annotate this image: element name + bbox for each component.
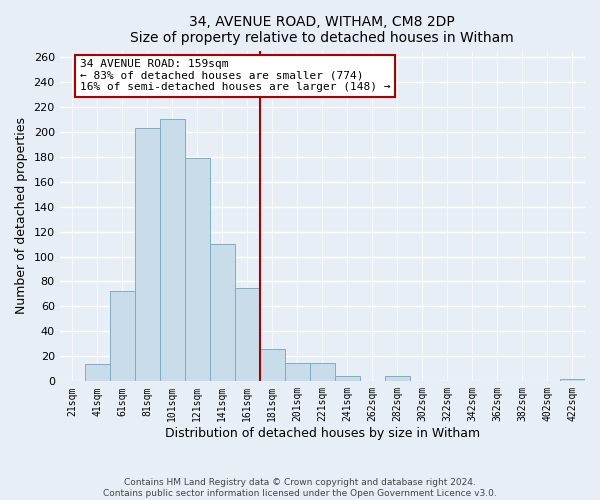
Bar: [235, 288, 260, 382]
Y-axis label: Number of detached properties: Number of detached properties: [15, 118, 28, 314]
Bar: [260, 349, 285, 382]
X-axis label: Distribution of detached houses by size in Witham: Distribution of detached houses by size …: [165, 427, 480, 440]
Bar: [560, 379, 585, 382]
Bar: [185, 158, 210, 382]
Bar: [310, 362, 335, 382]
Text: 34 AVENUE ROAD: 159sqm
← 83% of detached houses are smaller (774)
16% of semi-de: 34 AVENUE ROAD: 159sqm ← 83% of detached…: [80, 60, 390, 92]
Title: 34, AVENUE ROAD, WITHAM, CM8 2DP
Size of property relative to detached houses in: 34, AVENUE ROAD, WITHAM, CM8 2DP Size of…: [130, 15, 514, 45]
Bar: [85, 364, 110, 382]
Bar: [160, 119, 185, 382]
Bar: [335, 376, 360, 382]
Bar: [385, 376, 410, 382]
Bar: [135, 128, 160, 382]
Bar: [285, 362, 310, 382]
Bar: [210, 244, 235, 382]
Text: Contains HM Land Registry data © Crown copyright and database right 2024.
Contai: Contains HM Land Registry data © Crown c…: [103, 478, 497, 498]
Bar: [110, 292, 135, 382]
